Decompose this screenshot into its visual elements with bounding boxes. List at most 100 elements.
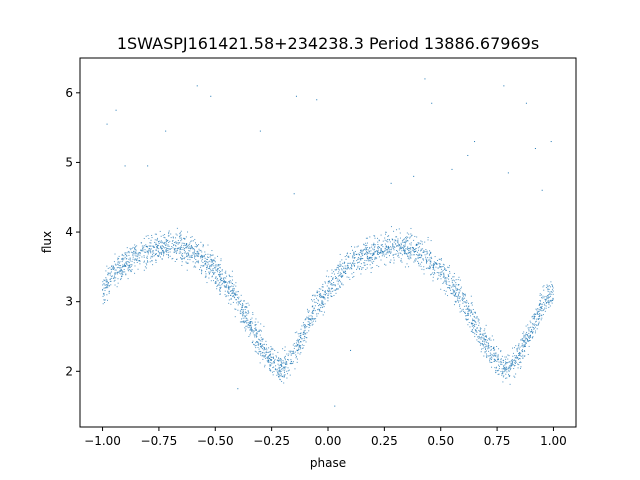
- data-point: [266, 357, 268, 359]
- data-point: [176, 249, 178, 251]
- data-point: [162, 251, 164, 253]
- data-point: [417, 242, 419, 244]
- data-point: [168, 235, 170, 237]
- data-point: [209, 271, 211, 273]
- data-point: [210, 258, 212, 260]
- data-point: [505, 358, 507, 360]
- data-point: [284, 370, 286, 372]
- data-point: [433, 274, 435, 276]
- data-point: [389, 241, 391, 243]
- data-point: [120, 276, 122, 278]
- data-point: [179, 247, 181, 249]
- data-point: [446, 281, 448, 283]
- data-point: [257, 343, 259, 345]
- data-point: [495, 352, 497, 354]
- data-point: [180, 246, 182, 248]
- data-point: [225, 270, 227, 272]
- data-point: [485, 336, 487, 338]
- data-point: [496, 356, 498, 358]
- data-point: [504, 366, 506, 368]
- data-point: [186, 254, 188, 256]
- data-point: [278, 357, 280, 359]
- data-point: [405, 241, 407, 243]
- data-point: [136, 259, 138, 261]
- data-point: [398, 244, 400, 246]
- data-point: [262, 348, 264, 350]
- data-point: [397, 241, 399, 243]
- data-point: [540, 309, 542, 311]
- data-point: [295, 354, 297, 356]
- outlier-point: [237, 388, 239, 390]
- data-point: [180, 237, 182, 239]
- data-point: [392, 245, 394, 247]
- data-point: [313, 308, 315, 310]
- data-point: [311, 318, 313, 320]
- data-point: [211, 250, 213, 252]
- data-point: [245, 325, 247, 327]
- data-point: [322, 314, 324, 316]
- data-point: [133, 252, 135, 254]
- data-point: [111, 265, 113, 267]
- data-point: [253, 343, 255, 345]
- data-point: [270, 353, 272, 355]
- data-point: [380, 259, 382, 261]
- data-point: [447, 295, 449, 297]
- data-point: [437, 278, 439, 280]
- data-point: [393, 241, 395, 243]
- data-point: [539, 313, 541, 315]
- data-point: [130, 251, 132, 253]
- data-point: [174, 249, 176, 251]
- data-point: [547, 288, 549, 290]
- data-point: [103, 299, 105, 301]
- data-point: [311, 299, 313, 301]
- data-point: [457, 288, 459, 290]
- data-point: [413, 251, 415, 253]
- data-point: [415, 254, 417, 256]
- data-point: [339, 274, 341, 276]
- data-point: [201, 256, 203, 258]
- data-point: [508, 361, 510, 363]
- data-point: [217, 255, 219, 257]
- data-point: [261, 344, 263, 346]
- data-point: [478, 338, 480, 340]
- data-point: [366, 246, 368, 248]
- data-point: [529, 336, 531, 338]
- data-point: [459, 304, 461, 306]
- data-point: [286, 373, 288, 375]
- data-point: [260, 323, 262, 325]
- data-point: [126, 263, 128, 265]
- data-point: [429, 253, 431, 255]
- data-point: [238, 303, 240, 304]
- data-point: [292, 351, 294, 353]
- data-point: [225, 272, 227, 274]
- data-point: [453, 276, 455, 278]
- data-point: [338, 269, 340, 271]
- outlier-point: [124, 165, 126, 167]
- data-point: [447, 274, 449, 276]
- data-point: [280, 362, 282, 364]
- data-point: [102, 289, 104, 291]
- data-point: [155, 259, 157, 261]
- data-point: [550, 295, 552, 297]
- data-point: [366, 263, 368, 265]
- data-point: [432, 267, 434, 269]
- data-point: [128, 252, 130, 254]
- data-point: [196, 251, 198, 253]
- data-point: [525, 335, 527, 337]
- data-point: [319, 303, 321, 305]
- data-point: [273, 361, 275, 363]
- data-point: [460, 288, 462, 290]
- data-point: [247, 324, 249, 326]
- data-point: [377, 249, 379, 251]
- data-point: [217, 265, 219, 267]
- data-point: [219, 275, 221, 277]
- data-point: [163, 242, 165, 244]
- outlier-point: [550, 141, 552, 143]
- data-point: [322, 290, 324, 292]
- data-point: [113, 261, 115, 263]
- data-point: [436, 272, 438, 274]
- data-point: [372, 248, 374, 250]
- data-point: [482, 344, 484, 346]
- data-point: [113, 280, 115, 282]
- data-point: [431, 257, 433, 259]
